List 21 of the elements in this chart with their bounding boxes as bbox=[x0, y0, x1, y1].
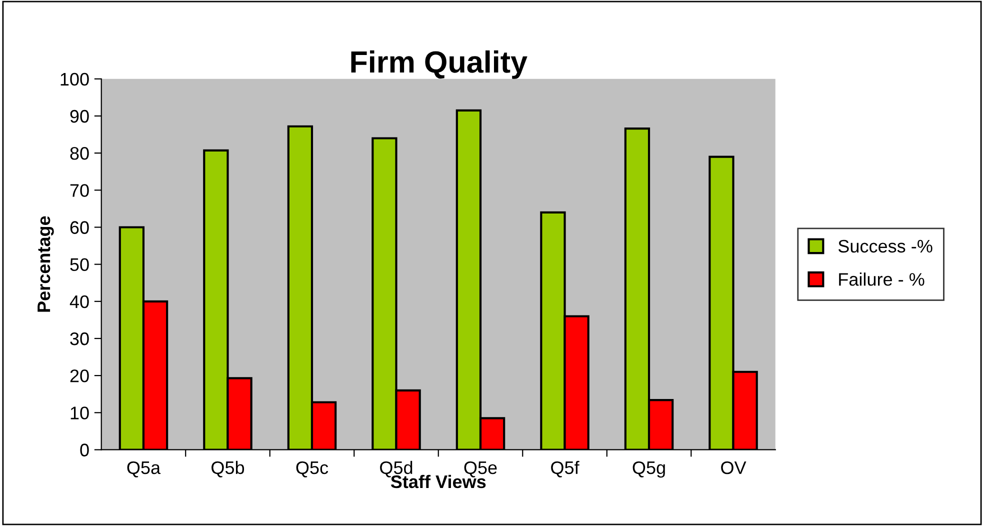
y-axis-title: Percentage bbox=[38, 216, 54, 312]
y-tick-label: 20 bbox=[70, 370, 89, 382]
y-tick-label: 40 bbox=[70, 295, 89, 308]
y-tick-label: 100 bbox=[60, 72, 89, 86]
y-tick-label: 80 bbox=[70, 147, 89, 160]
legend-label: Success -% bbox=[838, 240, 932, 253]
y-tick-label: 70 bbox=[70, 184, 89, 197]
y-tick-label: 10 bbox=[70, 406, 89, 420]
x-tick-label: Q5b bbox=[212, 460, 244, 478]
y-tick-label: 60 bbox=[70, 221, 89, 234]
y-tick-label: 30 bbox=[70, 332, 89, 346]
x-tick-label: Q5g bbox=[632, 461, 665, 478]
y-tick-label: 50 bbox=[70, 258, 89, 272]
x-tick-label: Q5f bbox=[551, 460, 580, 478]
legend-label: Failure - % bbox=[839, 272, 924, 286]
x-tick-label: OV bbox=[721, 461, 746, 474]
y-tick-label: 0 bbox=[80, 444, 89, 456]
y-tick-label: 90 bbox=[70, 110, 89, 123]
x-tick-label: Q5a bbox=[127, 461, 161, 478]
chart-title: Firm Quality bbox=[351, 50, 528, 79]
x-tick-label: Q5c bbox=[296, 461, 328, 478]
